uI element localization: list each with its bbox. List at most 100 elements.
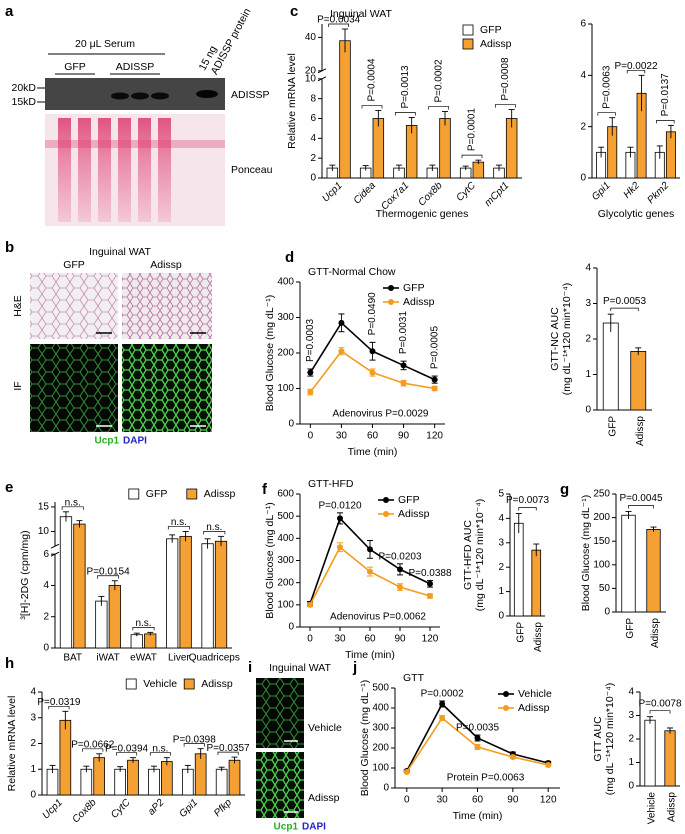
point: [400, 380, 407, 387]
p-value: P=0.0078: [638, 698, 682, 709]
bar: [513, 522, 524, 617]
y-tick-label: 400: [277, 533, 294, 544]
x-tick-label: Cidea: [352, 180, 379, 207]
ponceau-lane: [138, 118, 151, 222]
blot-band: [111, 92, 129, 100]
bar: [664, 730, 676, 787]
p-value: P=0.0013: [400, 65, 411, 109]
chart-title: GTT-HFD: [308, 478, 354, 490]
y-tick-label: 2: [628, 734, 634, 745]
ponceau-lane: [158, 118, 171, 222]
bracket: [518, 507, 537, 511]
bracket: [656, 120, 675, 124]
bracket: [97, 575, 120, 579]
row-label: IF: [12, 381, 24, 390]
panel-letter: b: [5, 239, 14, 256]
y-tick-label: 0: [383, 783, 389, 794]
y-axis-label: GTT AUC: [592, 716, 604, 762]
bracket: [361, 105, 383, 109]
p-value: P=0.0035: [456, 723, 500, 734]
y-tick-label: 500: [277, 511, 294, 522]
chart-title: Inguinal WAT: [330, 8, 392, 20]
y-tick-label: 200: [593, 512, 610, 523]
point: [337, 544, 343, 551]
p-value: n.s.: [206, 522, 222, 533]
bracket: [167, 526, 190, 530]
bar: [161, 761, 173, 796]
point: [403, 769, 410, 775]
x-tick-label: 30: [336, 431, 348, 442]
x-tick-label: 0: [404, 795, 410, 806]
panel-b: b Inguinal WAT GFP Adissp H&E IF Ucp1 DA…: [5, 239, 212, 447]
y-axis-label: (mg dL⁻¹*120 min*10⁻⁴): [604, 683, 616, 795]
chart-title: GTT-Normal Chow: [308, 266, 396, 278]
y-axis-label: Blood Glucose (mg dL⁻¹): [580, 495, 592, 611]
legend-label: Adissp: [480, 38, 512, 50]
panel-title: Inguinal WAT: [89, 246, 151, 258]
point: [307, 369, 314, 376]
row-label: Adissp: [308, 792, 340, 804]
he-image: [122, 273, 212, 339]
x-tick-label: Hk2: [622, 180, 643, 201]
y-tick-label: 6: [580, 19, 586, 30]
x-tick-label: 60: [367, 431, 379, 442]
y-tick-label: 2: [43, 611, 49, 622]
bar: [665, 131, 676, 179]
if-image: [30, 344, 118, 432]
legend-swatch: [388, 299, 394, 305]
point: [369, 369, 376, 376]
y-tick-label: 0: [498, 611, 504, 622]
point: [439, 715, 446, 721]
ponceau-lane: [98, 118, 111, 222]
y-tick-label: 6: [43, 549, 49, 560]
y-tick-label: 2: [310, 153, 316, 164]
y-tick-label: 3: [30, 712, 36, 723]
column-label: GFP: [63, 259, 85, 271]
he-image: [30, 273, 118, 339]
y-tick-label: 1: [628, 757, 634, 768]
point: [338, 348, 345, 355]
p-value: P=0.0154: [87, 566, 131, 577]
legend-swatch: [462, 24, 474, 36]
y-tick-label: 8: [310, 93, 316, 104]
blot-row-label: Ponceau: [231, 164, 273, 176]
x-axis-label: Time (min): [348, 446, 398, 458]
point: [367, 546, 373, 553]
point: [397, 566, 403, 573]
y-tick-label: 0: [604, 607, 610, 618]
y-tick-label: 1: [498, 586, 504, 597]
legend-label: Adissp: [398, 508, 430, 520]
marker-label: 15kD: [11, 96, 36, 108]
p-value: P=0.0394: [105, 743, 149, 754]
y-tick-label: 100: [277, 383, 294, 394]
panel-title: Inguinal WAT: [269, 662, 331, 674]
point: [439, 701, 446, 707]
y-tick-label: 2: [498, 562, 504, 573]
legend-swatch: [186, 488, 198, 500]
panel-letter: j: [352, 659, 357, 676]
if-image: [122, 344, 212, 432]
y-tick-label: 250: [593, 489, 610, 500]
x-tick-label: 90: [394, 634, 406, 645]
panel-letter: e: [5, 479, 13, 496]
y-axis-label: (mg dL⁻¹*120 min*10⁻⁴): [474, 499, 486, 611]
protein-label: ADISSP protein: [209, 6, 254, 77]
bracket: [494, 104, 516, 108]
x-tick-label: 0: [308, 431, 314, 442]
lane-label: ADISSP: [116, 61, 155, 73]
bar: [108, 585, 121, 649]
y-tick-label: 40: [305, 32, 317, 43]
p-value: n.s.: [135, 618, 151, 629]
y-tick-label: 0: [580, 173, 586, 184]
bar: [130, 634, 143, 649]
y-tick-label: 500: [372, 683, 389, 694]
bar: [148, 768, 160, 796]
if-image: [256, 678, 304, 748]
bar: [339, 40, 351, 179]
ponceau-lane: [58, 118, 71, 222]
y-tick-label: 0: [288, 622, 294, 633]
x-tick-label: Adissp: [667, 792, 678, 822]
x-tick-label: BAT: [63, 653, 82, 664]
y-tick-label: 0: [43, 643, 49, 654]
